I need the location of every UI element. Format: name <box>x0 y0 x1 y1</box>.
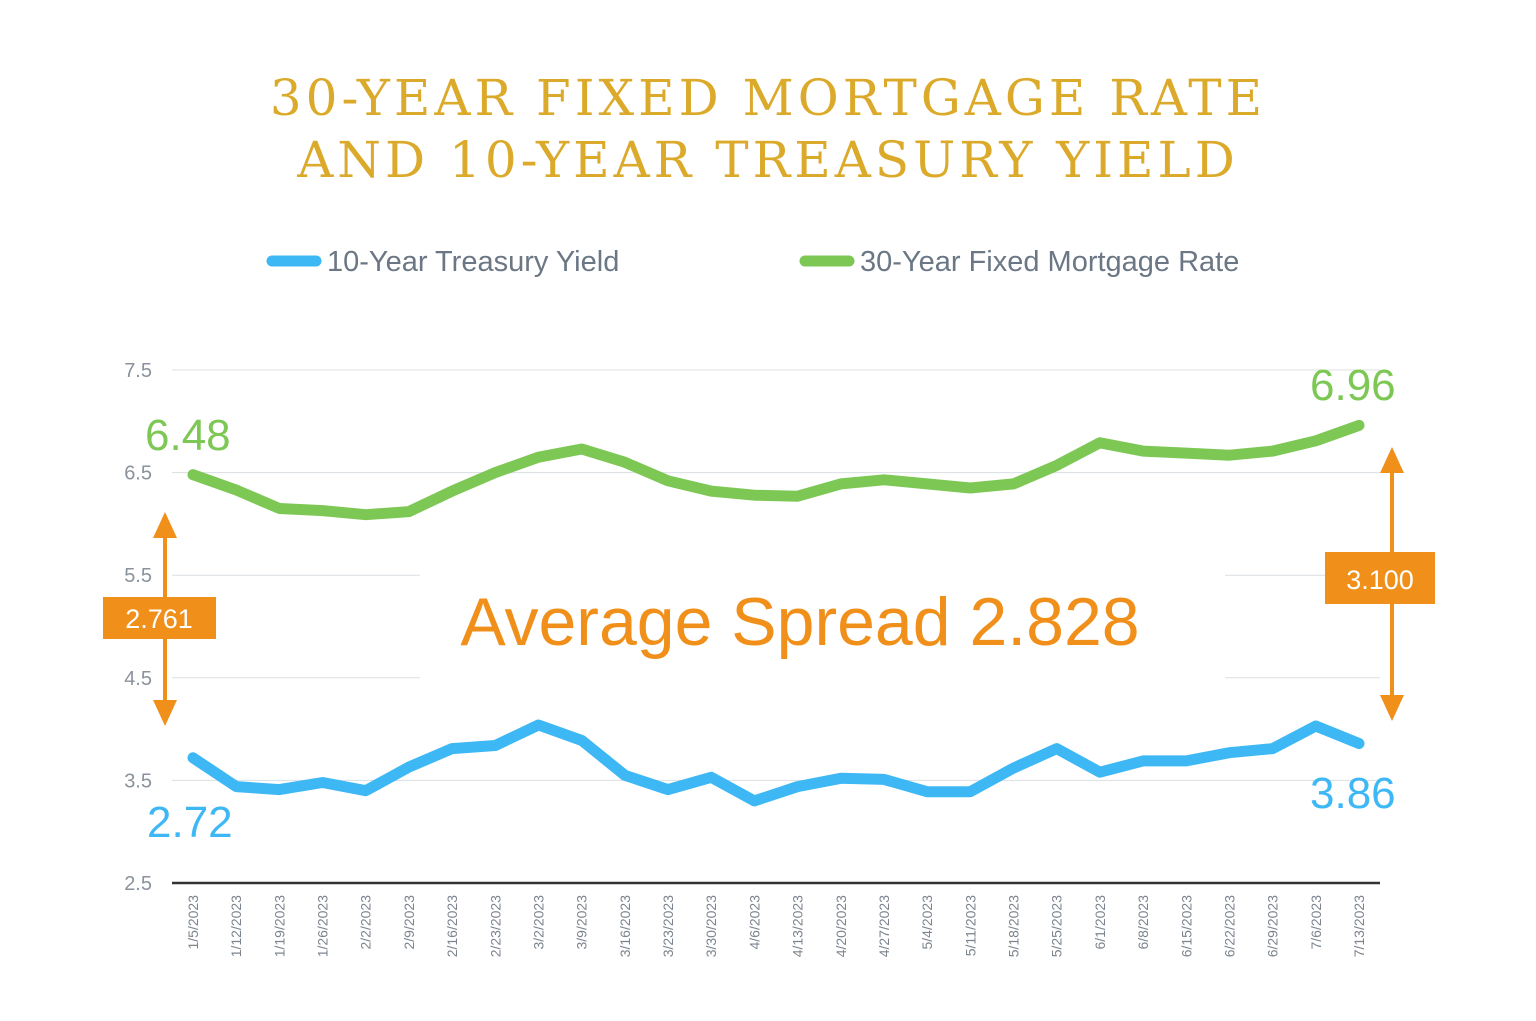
treasury-yield-line <box>187 719 1365 807</box>
x-tick-label: 4/20/2023 <box>833 895 849 957</box>
left-spread-arrow: 2.761 <box>103 512 216 726</box>
x-tick-label: 1/19/2023 <box>271 895 287 957</box>
mortgage-end-label: 6.96 <box>1310 361 1396 410</box>
x-tick-label: 6/8/2023 <box>1135 895 1151 950</box>
x-tick-label: 2/9/2023 <box>401 895 417 950</box>
left-spread-box <box>103 597 216 639</box>
x-tick-label: 5/4/2023 <box>919 895 935 950</box>
y-tick-label: 2.5 <box>124 873 152 895</box>
y-tick-label: 4.5 <box>124 668 152 690</box>
left-arrow-head-up <box>153 512 177 538</box>
legend-label-treasury: 10-Year Treasury Yield <box>327 246 619 278</box>
right-spread-arrow: 3.100 <box>1325 447 1435 721</box>
mortgage-rate-line <box>187 419 1365 521</box>
x-tick-label: 5/18/2023 <box>1006 895 1022 957</box>
treasury-end-label: 3.86 <box>1310 769 1396 818</box>
right-spread-value: 3.100 <box>1346 565 1414 595</box>
y-tick-label: 6.5 <box>124 463 152 485</box>
left-spread-value: 2.761 <box>125 604 193 634</box>
x-tick-label: 6/1/2023 <box>1092 895 1108 950</box>
x-tick-label: 3/9/2023 <box>574 895 590 950</box>
x-tick-label: 4/6/2023 <box>746 895 762 950</box>
legend-label-mortgage: 30-Year Fixed Mortgage Rate <box>860 246 1239 278</box>
chart-title-line-1: 30-YEAR FIXED MORTGAGE RATE <box>270 69 1266 127</box>
x-tick-label: 2/23/2023 <box>487 895 503 957</box>
x-axis-ticks: 1/5/2023 1/12/2023 1/19/2023 1/26/2023 2/2/2… <box>185 895 1367 958</box>
right-arrow-head-up <box>1380 447 1404 473</box>
x-tick-label: 3/30/2023 <box>703 895 719 957</box>
x-tick-label: 3/2/2023 <box>530 895 546 950</box>
x-tick-label: 1/12/2023 <box>228 895 244 957</box>
x-tick-label: 6/22/2023 <box>1221 895 1237 957</box>
y-tick-label: 3.5 <box>124 770 152 792</box>
left-arrow-head-down <box>153 700 177 726</box>
x-tick-label: 5/25/2023 <box>1049 895 1065 957</box>
x-tick-label: 4/13/2023 <box>790 895 806 957</box>
spread-label-background <box>420 560 1225 680</box>
average-spread-label: Average Spread 2.828 <box>460 584 1139 660</box>
legend: 10-Year Treasury Yield 30-Year Fixed Mor… <box>266 246 1239 278</box>
mortgage-start-label: 6.48 <box>145 411 231 460</box>
x-tick-label: 6/29/2023 <box>1265 895 1281 957</box>
x-tick-label: 6/15/2023 <box>1178 895 1194 957</box>
y-axis-ticks: 7.5 6.5 5.5 4.5 3.5 2.5 <box>124 360 152 895</box>
right-arrow-head-down <box>1380 695 1404 721</box>
treasury-start-label: 2.72 <box>147 798 233 847</box>
y-tick-label: 7.5 <box>124 360 152 382</box>
x-tick-label: 7/13/2023 <box>1351 895 1367 957</box>
y-tick-label: 5.5 <box>124 565 152 587</box>
x-tick-label: 1/26/2023 <box>315 895 331 957</box>
x-tick-label: 2/16/2023 <box>444 895 460 957</box>
x-tick-label: 7/6/2023 <box>1308 895 1324 950</box>
right-spread-box <box>1325 552 1435 604</box>
x-tick-label: 4/27/2023 <box>876 895 892 957</box>
series <box>187 419 1365 807</box>
x-tick-label: 5/11/2023 <box>962 895 978 956</box>
x-tick-label: 3/23/2023 <box>660 895 676 957</box>
chart-title-line-2: AND 10-YEAR TREASURY YIELD <box>296 131 1239 189</box>
x-tick-label: 3/16/2023 <box>617 895 633 957</box>
x-tick-label: 1/5/2023 <box>185 895 201 950</box>
x-tick-label: 2/2/2023 <box>358 895 374 950</box>
